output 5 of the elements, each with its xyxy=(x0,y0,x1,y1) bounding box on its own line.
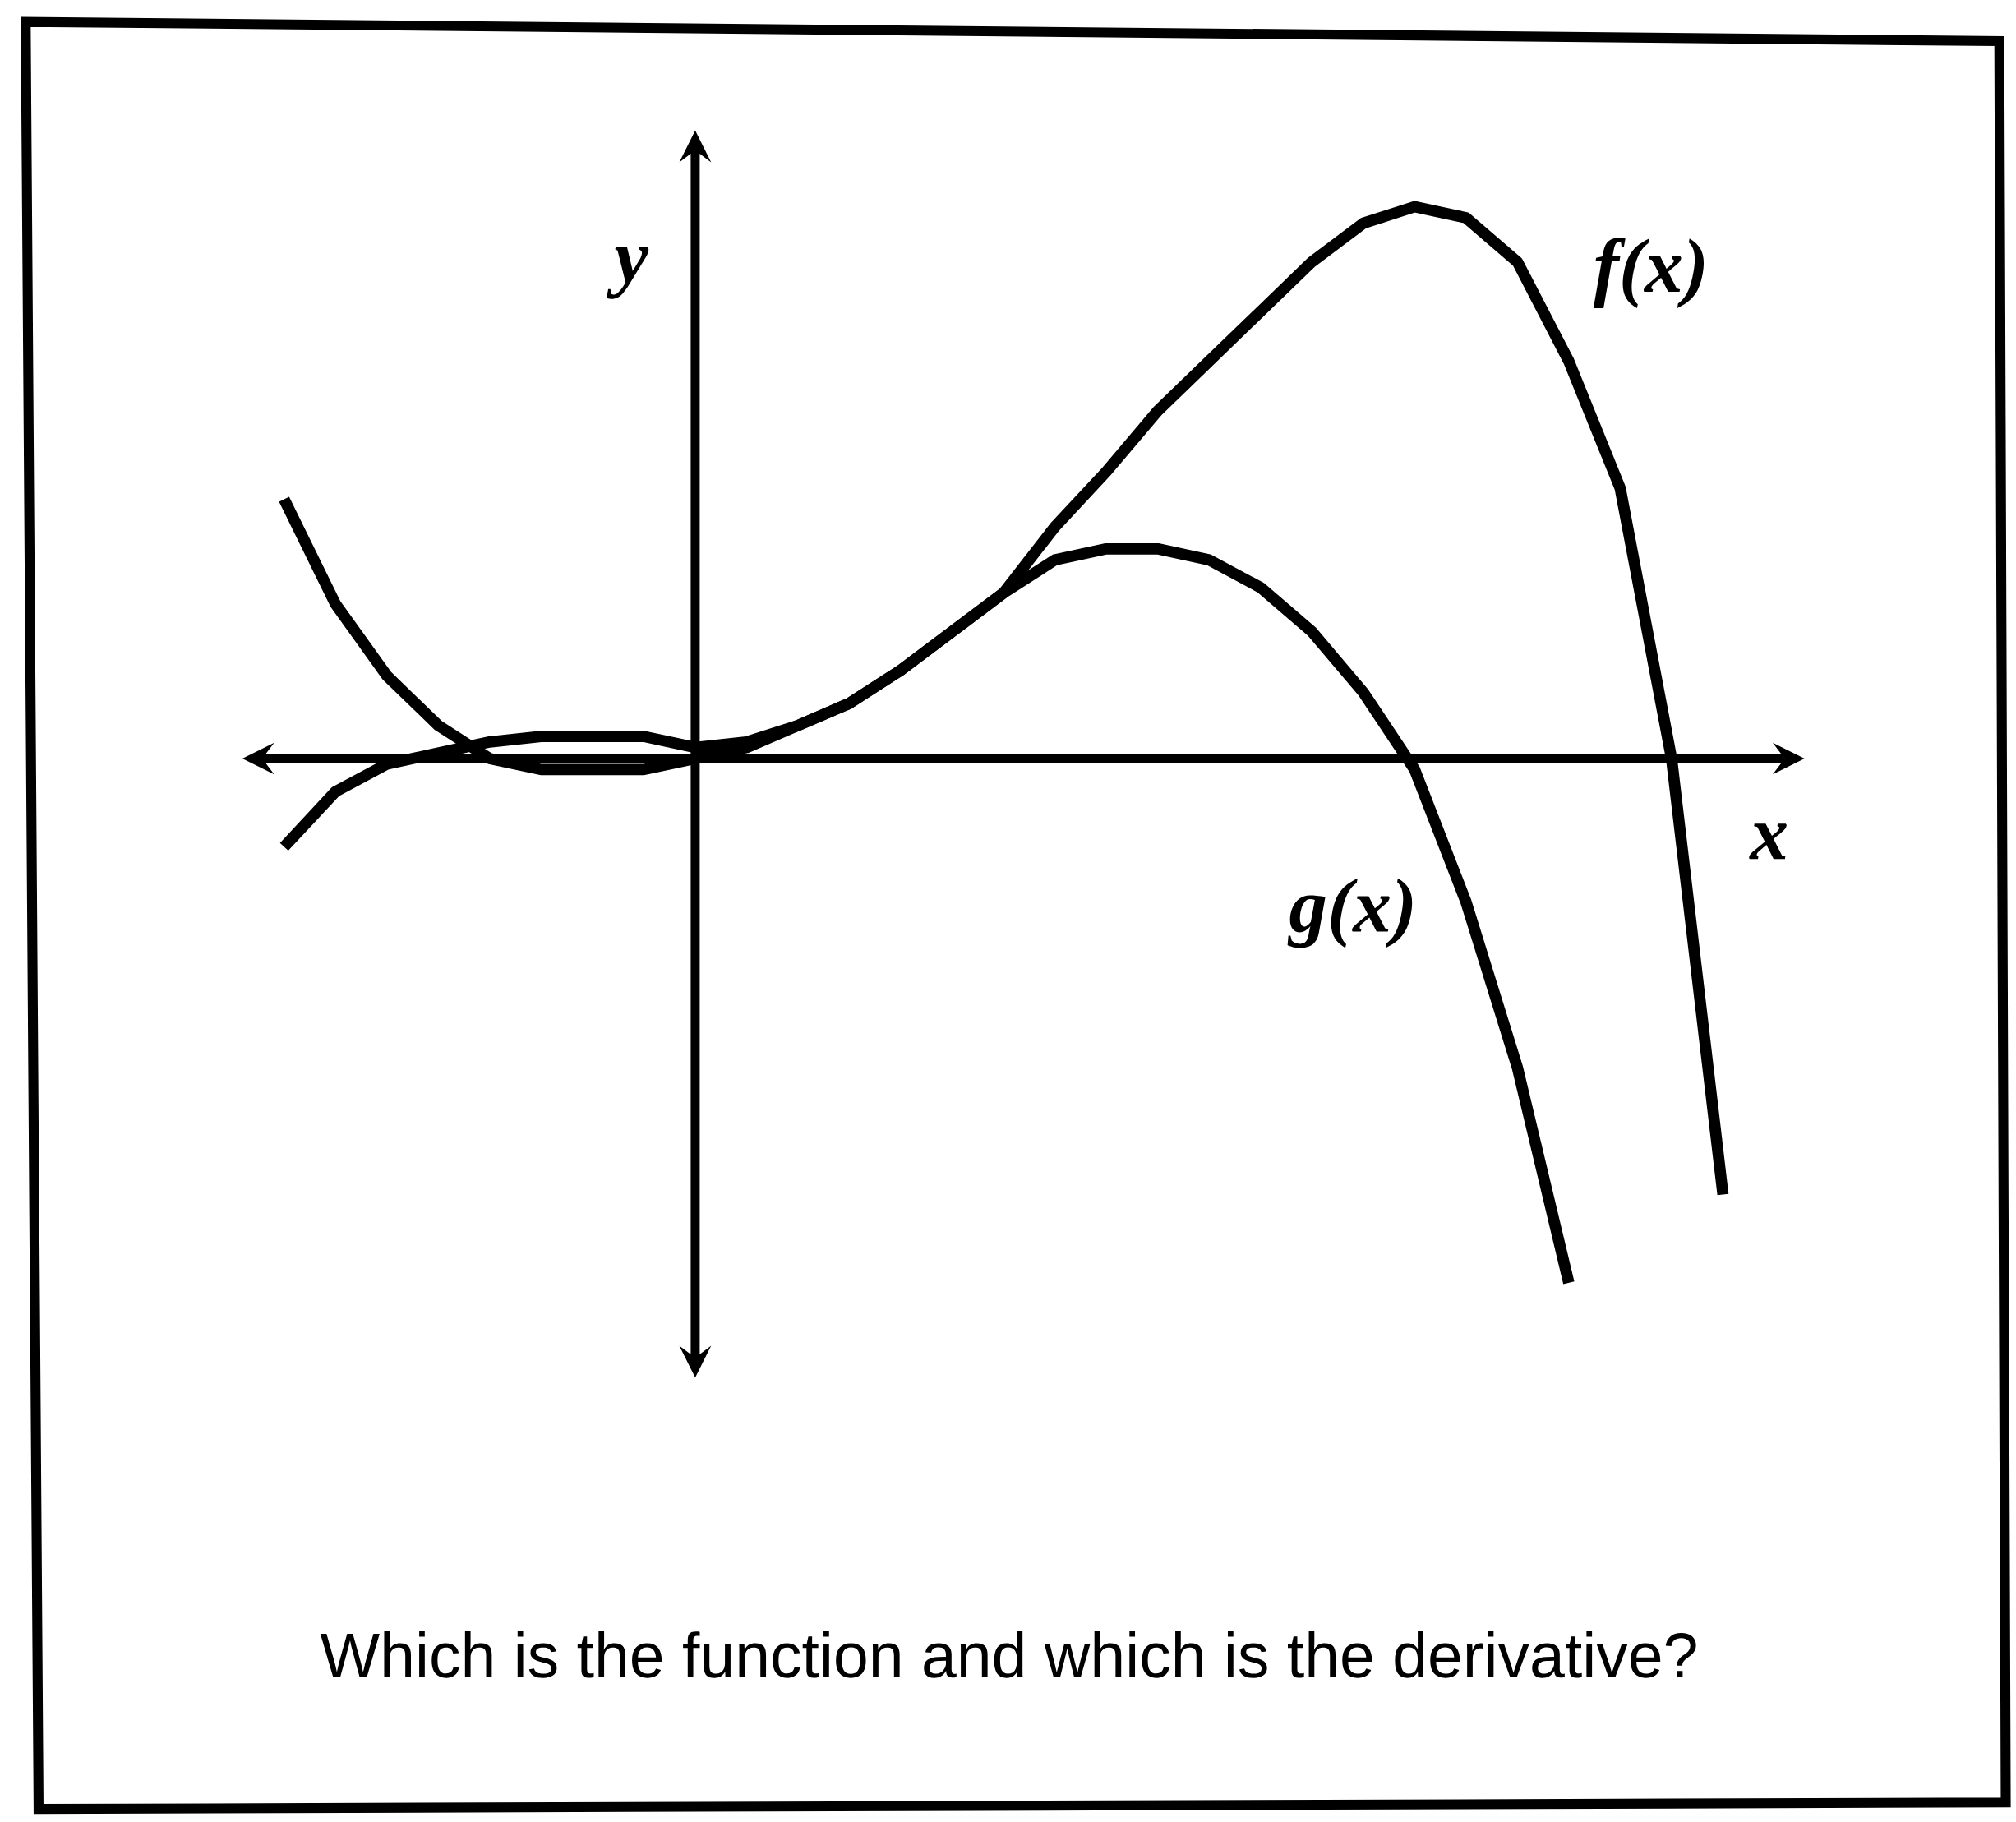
y-axis-title: y xyxy=(607,247,649,299)
series-label: g(x) xyxy=(1287,878,1413,948)
text: Which is the function and which is the derivative? xyxy=(320,1631,1696,1678)
x-axis-title: x xyxy=(1749,823,1787,860)
series-label: f(x) xyxy=(1593,238,1704,309)
